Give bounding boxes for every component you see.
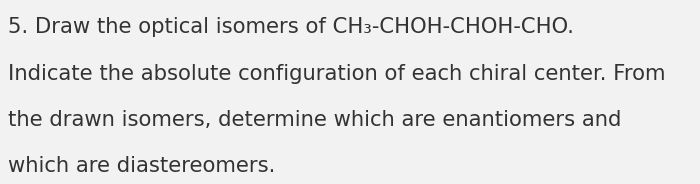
Text: Indicate the absolute configuration of each chiral center. From: Indicate the absolute configuration of e…: [8, 64, 666, 84]
Text: the drawn isomers, determine which are enantiomers and: the drawn isomers, determine which are e…: [8, 110, 622, 130]
Text: which are diastereomers.: which are diastereomers.: [8, 156, 276, 176]
Text: 5. Draw the optical isomers of CH₃-CHOH-CHOH-CHO.: 5. Draw the optical isomers of CH₃-CHOH-…: [8, 17, 574, 37]
